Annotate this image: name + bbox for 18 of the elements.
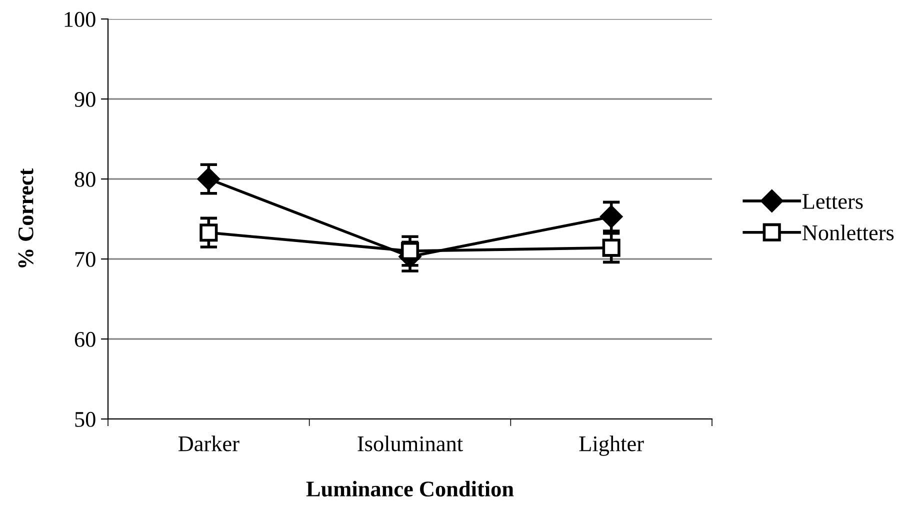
y-tick-label: 90 — [74, 92, 96, 107]
y-tick-label: 100 — [64, 12, 96, 27]
x-tick-label: Lighter — [579, 436, 644, 456]
point — [200, 224, 218, 242]
x-tick-label: Darker — [178, 436, 240, 452]
legend-label: Letters — [802, 194, 863, 209]
x-axis-title: Luminance Condition — [306, 480, 514, 497]
point — [197, 168, 220, 190]
y-tick-label: 70 — [75, 252, 96, 267]
x-tick-label: Isoluminant — [358, 436, 463, 452]
point — [600, 205, 623, 228]
y-axis-title: % Correct — [18, 168, 34, 268]
legend-label: Nonletters — [802, 224, 894, 240]
point — [602, 238, 620, 257]
y-tick-label: 50 — [75, 412, 96, 427]
point — [400, 242, 420, 260]
y-tick-label: 80 — [74, 172, 96, 187]
y-tick-label: 60 — [74, 332, 96, 347]
